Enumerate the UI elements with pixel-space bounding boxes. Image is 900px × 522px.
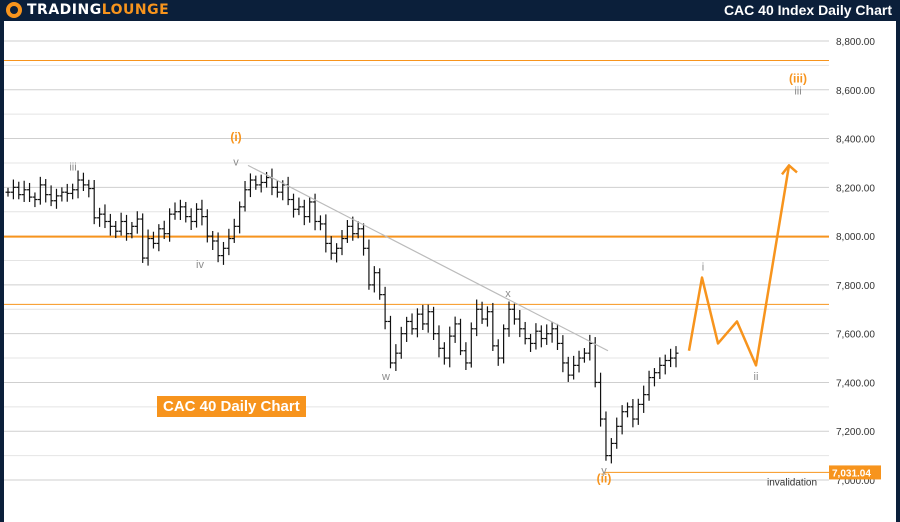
invalidation-label: invalidation — [767, 477, 817, 488]
projection-path — [687, 165, 791, 367]
wave-label: iv — [196, 259, 204, 271]
level-price-box — [829, 465, 881, 480]
y-tick-label: 7,400.00 — [836, 378, 875, 389]
callout-label: CAC 40 Daily Chart — [157, 396, 306, 417]
y-tick-label: 8,600.00 — [836, 86, 875, 97]
trendline — [247, 164, 609, 352]
price-chart: 8,800.00 8,600.00 8,400.00 8,200.00 8,000.00… — [4, 37, 881, 488]
chart-title: CAC 40 Index Daily Chart — [723, 2, 892, 18]
wave-label: (ii) — [597, 471, 612, 485]
y-tick-label: 7,000.00 — [836, 476, 875, 487]
y-tick-label: 8,000.00 — [836, 232, 875, 243]
y-tick-label: 7,800.00 — [836, 281, 875, 292]
wave-label: iii — [69, 161, 76, 173]
logo-text-trading: TRADING — [27, 2, 102, 18]
y-tick-label: 8,400.00 — [836, 135, 875, 146]
wave-label: ii — [754, 371, 759, 383]
logo-text-lounge: LOUNGE — [101, 2, 170, 18]
level-price-label: 7,031.04 — [832, 468, 871, 479]
wave-label: (iii) — [789, 71, 807, 85]
wave-label: i — [702, 261, 704, 273]
wave-label: w — [381, 371, 390, 383]
plot-area: 8,800.00 8,600.00 8,400.00 8,200.00 8,000.00… — [4, 21, 896, 522]
y-tick-label: 8,800.00 — [836, 37, 875, 48]
wave-label: x — [505, 288, 511, 300]
y-tick-label: 7,200.00 — [836, 427, 875, 438]
y-tick-label: 8,200.00 — [836, 183, 875, 194]
y-tick-label: 7,600.00 — [836, 330, 875, 341]
projection-arrow-icon — [781, 164, 798, 176]
wave-label: iii — [794, 86, 801, 98]
wave-label: (i) — [230, 130, 241, 144]
logo-text: TRADINGLOUNGE — [27, 2, 169, 18]
header-bar: TRADINGLOUNGE CAC 40 Index Daily Chart — [0, 0, 900, 20]
wave-label: v — [233, 156, 239, 168]
wave-label: y — [601, 465, 607, 477]
tradinglounge-logo: TRADINGLOUNGE — [6, 1, 169, 19]
logo-circle-icon — [6, 2, 22, 18]
